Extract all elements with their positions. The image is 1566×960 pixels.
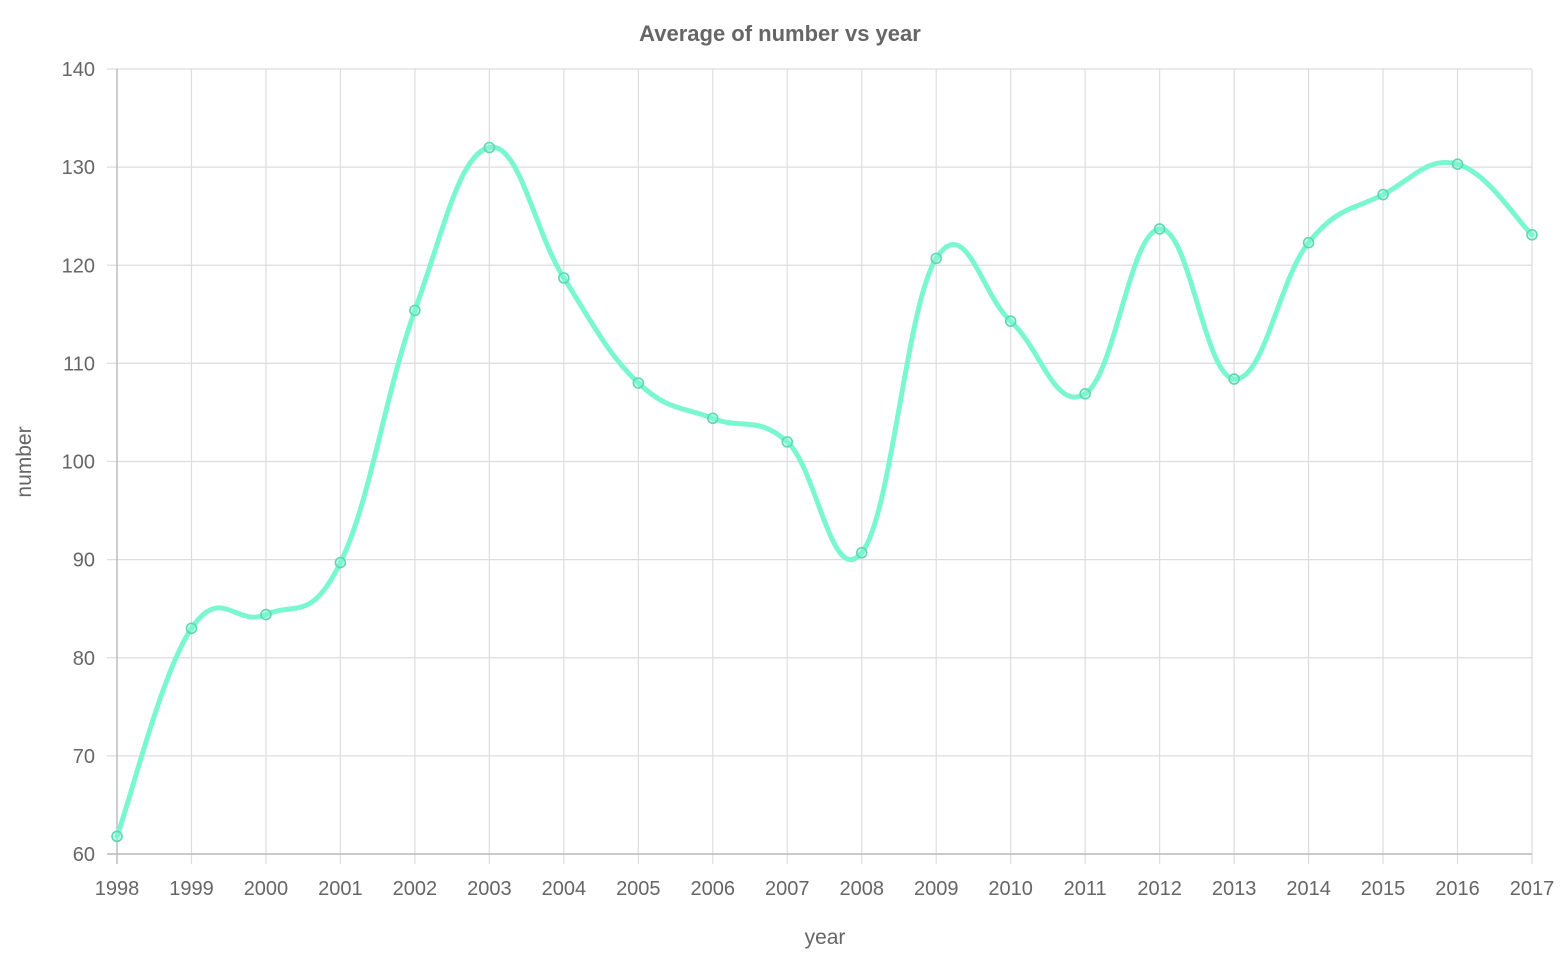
y-axis-title: number — [13, 426, 36, 497]
data-point[interactable] — [1228, 373, 1240, 385]
series-line — [114, 144, 1535, 839]
y-tick-label: 80 — [73, 648, 95, 670]
data-point[interactable] — [260, 608, 272, 621]
x-tick-label: 2008 — [839, 878, 884, 900]
grid — [107, 68, 1533, 864]
x-axis-title: year — [805, 926, 846, 949]
y-tick-label: 90 — [73, 550, 95, 572]
data-point[interactable] — [855, 546, 868, 559]
x-tick-label: 2002 — [393, 878, 438, 900]
data-point[interactable] — [1302, 236, 1315, 249]
y-tick-label: 140 — [62, 59, 95, 81]
x-tick-label: 2006 — [691, 878, 736, 900]
x-tick-label: 2005 — [616, 878, 661, 900]
x-tick-label: 2017 — [1510, 878, 1555, 900]
x-tick-label: 2013 — [1212, 878, 1257, 900]
x-tick-label: 2004 — [542, 878, 587, 900]
x-tick-label: 2003 — [467, 878, 512, 900]
x-tick-label: 2010 — [988, 878, 1033, 900]
data-point[interactable] — [1079, 387, 1091, 400]
data-point[interactable] — [632, 377, 645, 389]
data-point[interactable] — [558, 272, 570, 284]
data-point[interactable] — [409, 304, 421, 317]
data-point[interactable] — [483, 141, 496, 154]
data-point[interactable] — [781, 436, 794, 448]
x-tick-label: 2000 — [244, 878, 289, 900]
series-layer — [111, 141, 1538, 843]
x-tick-label: 2016 — [1435, 878, 1480, 900]
data-point[interactable] — [1377, 188, 1389, 201]
x-tick-label: 2007 — [765, 878, 810, 900]
data-point[interactable] — [334, 556, 347, 569]
y-tick-label: 70 — [73, 746, 95, 768]
x-axis-ticks: 1998 1999 2000 2001 2002 2003 2004 2005 2006 2007… — [95, 878, 1555, 900]
x-tick-label: 1999 — [169, 878, 214, 900]
y-tick-label: 130 — [62, 157, 95, 179]
x-tick-label: 2012 — [1137, 878, 1182, 900]
data-point[interactable] — [1153, 223, 1166, 235]
x-tick-label: 2014 — [1286, 878, 1331, 900]
data-point[interactable] — [1004, 315, 1017, 327]
chart-title: Average of number vs year — [639, 21, 921, 46]
y-tick-label: 110 — [63, 353, 95, 375]
y-axis-ticks: 60 70 80 90 100 110 120 130 140 — [62, 59, 95, 866]
data-point[interactable] — [706, 412, 719, 425]
data-point[interactable] — [111, 830, 123, 843]
data-point[interactable] — [185, 622, 198, 635]
x-tick-label: 1998 — [95, 878, 140, 900]
y-tick-label: 120 — [62, 255, 95, 277]
data-point[interactable] — [930, 252, 943, 265]
x-tick-label: 2015 — [1361, 878, 1406, 900]
data-point[interactable] — [1451, 158, 1464, 170]
y-tick-label: 100 — [62, 452, 95, 474]
data-point[interactable] — [1526, 229, 1538, 241]
x-tick-label: 2001 — [318, 878, 363, 900]
x-tick-label: 2011 — [1064, 878, 1107, 900]
x-tick-label: 2009 — [914, 878, 959, 900]
y-tick-label: 60 — [73, 844, 95, 866]
